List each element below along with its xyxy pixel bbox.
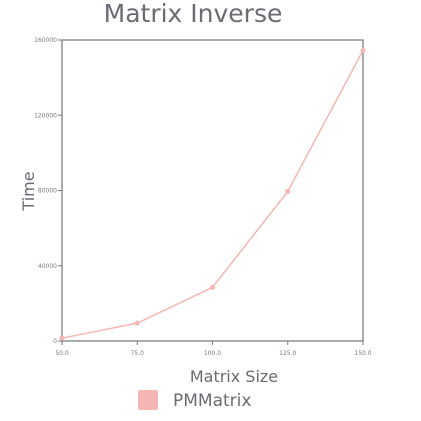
x-tick-label: 75.0	[131, 350, 145, 357]
x-axis-label: Matrix Size	[190, 367, 278, 386]
plot-area-frame	[62, 40, 363, 341]
y-axis-label: Time	[19, 171, 38, 211]
y-tick-label: 40000	[38, 263, 57, 270]
legend-label-pmmatrix: PMMatrix	[173, 391, 251, 411]
y-tick-label: 80000	[38, 188, 57, 195]
data-point	[135, 321, 140, 326]
y-tick-label: 160000	[34, 37, 57, 44]
data-point	[210, 285, 215, 290]
x-tick-label: 150.0	[354, 350, 371, 357]
y-axis-ticks: 0 40000 80000 120000 160000	[34, 37, 62, 345]
series-line-pmmatrix	[62, 50, 363, 338]
data-point	[361, 48, 366, 53]
y-tick-label: 120000	[34, 112, 57, 119]
x-tick-label: 50.0	[55, 350, 69, 357]
x-tick-label: 100.0	[204, 350, 221, 357]
chart-title: Matrix Inverse	[104, 0, 283, 28]
legend-swatch-pmmatrix	[138, 390, 158, 410]
x-axis-ticks: 50.0 75.0 100.0 125.0 150.0	[55, 341, 371, 357]
y-tick-label: 0	[53, 338, 57, 345]
data-point	[60, 336, 65, 341]
legend: PMMatrix	[138, 390, 251, 411]
x-tick-label: 125.0	[279, 350, 296, 357]
series-points	[60, 48, 366, 341]
data-point	[285, 189, 290, 194]
